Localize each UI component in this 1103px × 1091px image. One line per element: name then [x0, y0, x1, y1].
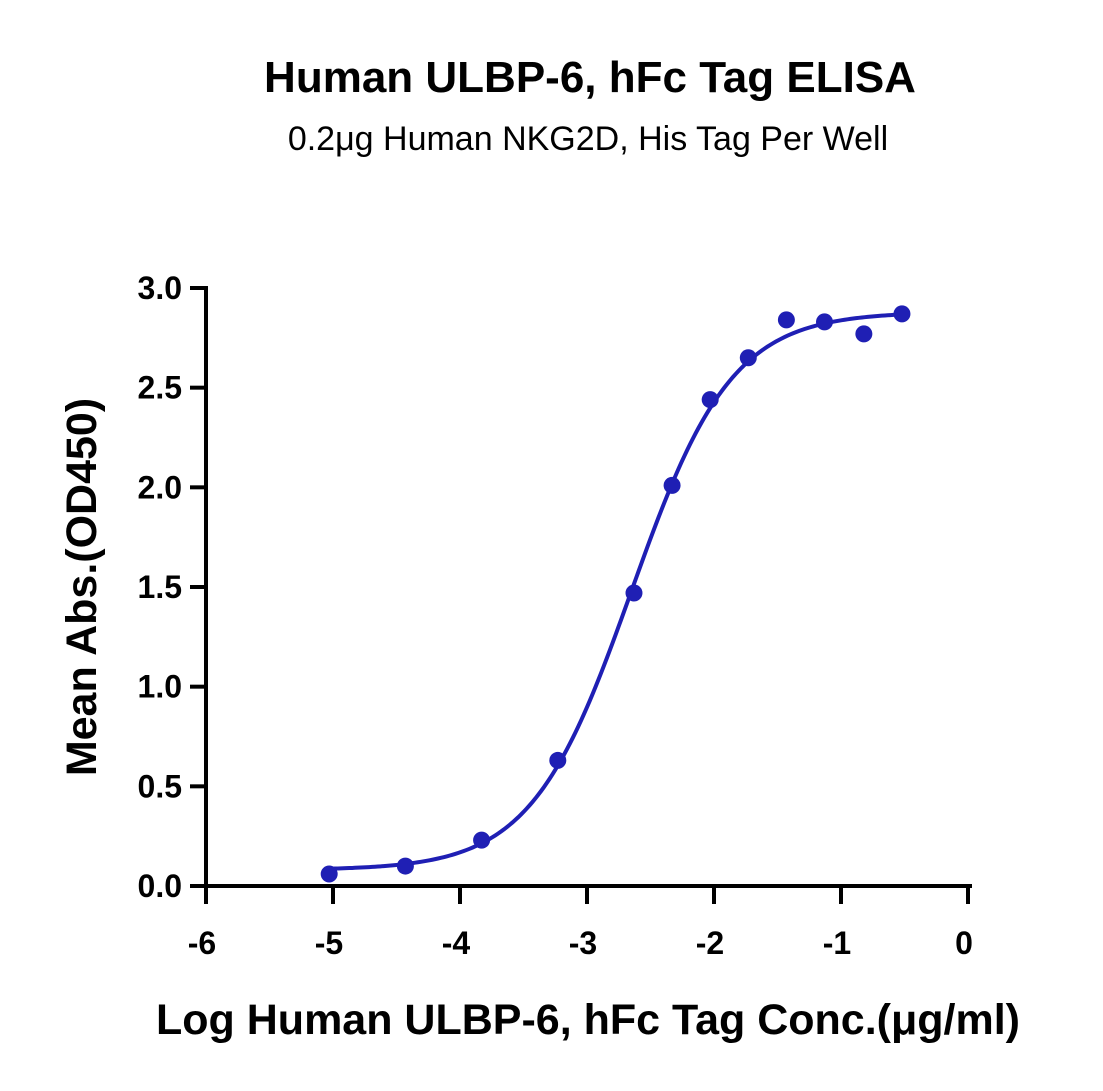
data-point — [855, 325, 873, 343]
axes — [204, 286, 972, 888]
y-ticks: 0.0 0.5 1.0 1.5 2.0 2.5 3.0 — [138, 270, 206, 904]
data-point — [815, 313, 833, 331]
chart-subtitle: 0.2μg Human NKG2D, His Tag Per Well — [288, 120, 888, 158]
fit-curve — [329, 312, 903, 871]
data-point — [777, 311, 795, 329]
y-tick-label: 2.0 — [138, 469, 182, 505]
x-tick-label: -4 — [442, 925, 471, 961]
data-point — [701, 391, 719, 409]
x-ticks: -6 -5 -4 -3 -2 -1 0 — [188, 886, 973, 961]
y-tick-label: 3.0 — [138, 270, 182, 306]
data-point — [396, 857, 414, 875]
x-tick-label: -5 — [315, 925, 343, 961]
x-tick-label: -1 — [823, 925, 851, 961]
y-tick-label: 0.5 — [138, 768, 182, 804]
x-axis-label: Log Human ULBP-6, hFc Tag Conc.(μg/ml) — [156, 996, 1020, 1044]
data-point — [473, 831, 491, 849]
data-point — [320, 865, 338, 883]
data-point — [663, 476, 681, 494]
y-tick-label: 2.5 — [138, 370, 182, 406]
y-tick-label: 1.5 — [138, 569, 182, 605]
data-point — [625, 584, 643, 602]
y-axis-label: Mean Abs.(OD450) — [58, 398, 106, 776]
data-point — [893, 305, 911, 323]
x-tick-label: -3 — [569, 925, 597, 961]
chart-title: Human ULBP-6, hFc Tag ELISA — [264, 53, 916, 102]
x-tick-label: 0 — [955, 925, 973, 961]
y-tick-label: 0.0 — [138, 868, 182, 904]
x-tick-label: -6 — [188, 925, 216, 961]
data-point — [549, 751, 567, 769]
data-points — [320, 305, 911, 883]
y-tick-label: 1.0 — [138, 669, 182, 705]
data-point — [739, 349, 757, 367]
x-tick-label: -2 — [696, 925, 724, 961]
